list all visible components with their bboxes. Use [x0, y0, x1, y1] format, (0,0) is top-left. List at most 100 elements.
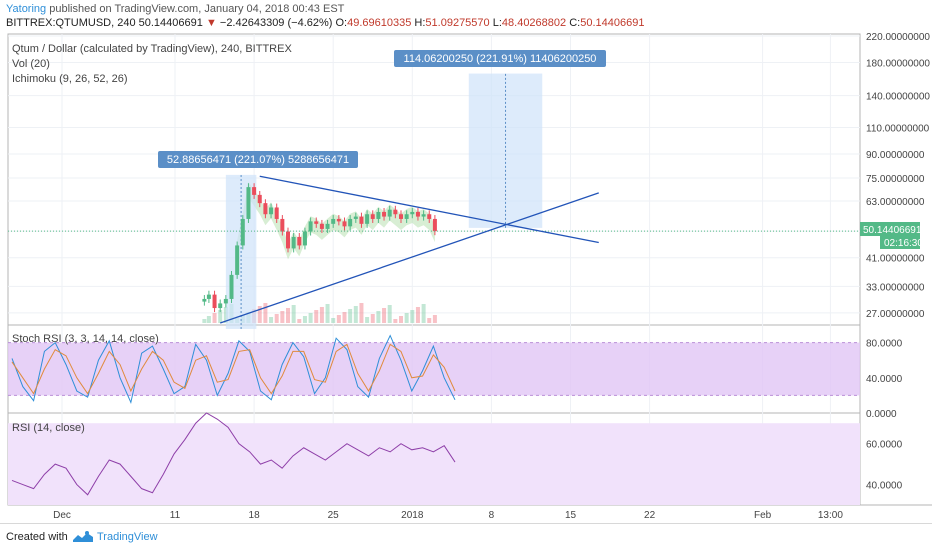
candles	[8, 183, 860, 313]
candle-body	[365, 214, 370, 224]
publish-text: published on TradingView.com, January 04…	[49, 3, 345, 15]
stoch-band	[8, 342, 860, 396]
tradingview-logo-icon[interactable]	[72, 530, 94, 544]
time-tick-label: Dec	[53, 510, 71, 521]
candle-body	[206, 294, 211, 299]
volume-bar	[432, 315, 437, 323]
indicator-lines	[11, 334, 456, 496]
candle-body	[432, 218, 437, 232]
stoch-band-fill	[8, 342, 860, 396]
rsi-tick-label: 40.0000	[866, 481, 903, 492]
volume-bar	[280, 311, 285, 323]
trendlines[interactable]	[219, 175, 599, 324]
volume-bar	[314, 310, 319, 323]
volume-bar	[421, 304, 426, 323]
volume-bar	[297, 319, 302, 323]
volume-bar	[359, 303, 364, 323]
volume-bar	[348, 309, 353, 323]
vol-label: Vol (20)	[12, 58, 50, 70]
rsi-tick-label: 60.0000	[866, 440, 903, 451]
author-link[interactable]: Yatoring	[6, 3, 47, 15]
candle-body	[263, 203, 268, 215]
candle-body	[286, 231, 290, 249]
candle-body	[297, 236, 302, 246]
volume-bar	[336, 315, 341, 323]
volume-bar	[393, 319, 398, 323]
rsi-band-fill	[8, 423, 860, 505]
stoch-title: Stoch RSI (3, 3, 14, 14, close)	[12, 333, 159, 345]
volume-bar	[427, 318, 432, 323]
candle-body	[240, 218, 245, 246]
open-value: 49.69610335	[347, 17, 412, 29]
main-title: Qtum / Dollar (calculated by TradingView…	[12, 43, 292, 55]
price-tick-label: 140.00000000	[866, 92, 930, 103]
stoch-tick-label: 80.0000	[866, 339, 903, 350]
stoch-line-d	[11, 343, 456, 395]
time-tick-label: Feb	[754, 510, 772, 521]
chart-canvas[interactable]: 220.00000000180.00000000140.00000000110.…	[0, 32, 932, 523]
high-value: 51.09275570	[425, 17, 490, 29]
tradingview-brand-link[interactable]: TradingView	[97, 531, 158, 543]
volume-bar	[212, 313, 217, 323]
ichimoku-label: Ichimoku (9, 26, 52, 26)	[12, 73, 128, 85]
volume-bar	[353, 306, 358, 323]
open-label: O:	[335, 17, 348, 29]
candle-body	[404, 214, 409, 219]
price-tick-label: 63.00000000	[866, 197, 925, 208]
volume-bar	[308, 313, 313, 323]
high-label: H:	[414, 17, 426, 29]
volume-bar	[291, 305, 296, 323]
candle-body	[387, 209, 392, 217]
candle-body	[336, 218, 341, 222]
volume-bar	[331, 318, 336, 323]
candle-body	[382, 211, 387, 217]
chart-header: Yatoring published on TradingView.com, J…	[0, 0, 932, 32]
volume-bar	[410, 310, 415, 323]
price-tag-bg	[860, 222, 920, 236]
price-tick-label: 75.00000000	[866, 174, 925, 185]
candle-body	[202, 298, 207, 302]
candle-body	[376, 211, 381, 219]
candle-body	[291, 236, 296, 249]
price-tick-label: 110.00000000	[866, 123, 930, 134]
volume-bar	[370, 314, 375, 323]
volume-bar	[415, 307, 420, 323]
candle-body	[274, 207, 279, 219]
candle-body	[370, 214, 375, 219]
main-pane[interactable]	[7, 33, 861, 326]
candle-body	[421, 214, 426, 217]
volume-bar	[342, 312, 347, 323]
close-value: 50.14406691	[580, 17, 645, 29]
candle-body	[314, 221, 319, 224]
candle-body	[308, 221, 313, 232]
countdown-bg	[880, 236, 920, 249]
price-tick-label: 90.00000000	[866, 150, 925, 161]
volume-bar	[325, 304, 330, 323]
volume-bar	[319, 307, 324, 323]
stoch-tick-label: 0.0000	[866, 409, 897, 420]
axis-labels: 220.00000000180.00000000140.00000000110.…	[53, 32, 930, 521]
measure-boxes	[225, 73, 543, 329]
candle-body	[342, 221, 347, 227]
rsi-line	[11, 412, 456, 496]
candle-body	[325, 223, 330, 229]
candle-body	[393, 209, 398, 215]
low-label: L:	[492, 17, 502, 29]
candle-body	[229, 274, 234, 299]
candle-body	[353, 216, 358, 219]
created-with-text: Created with	[6, 531, 68, 543]
candle-body	[252, 187, 257, 195]
price-tick-label: 27.00000000	[866, 309, 925, 320]
time-tick-label: 18	[249, 510, 261, 521]
symbol-label: BITTREX:QTUMUSD, 240	[6, 17, 136, 29]
trendline	[219, 192, 599, 324]
candle-body	[257, 194, 262, 204]
countdown: 02:16:30	[884, 238, 923, 249]
price-tag: 50.14406691	[863, 225, 922, 236]
candle-body	[212, 294, 217, 309]
candle-body	[319, 223, 324, 229]
ohlc-line: BITTREX:QTUMUSD, 240 50.14406691 ▼ −2.42…	[6, 17, 644, 29]
candle-body	[359, 216, 364, 224]
low-value: 48.40268802	[501, 17, 567, 29]
price-tick-label: 220.00000000	[866, 32, 930, 43]
